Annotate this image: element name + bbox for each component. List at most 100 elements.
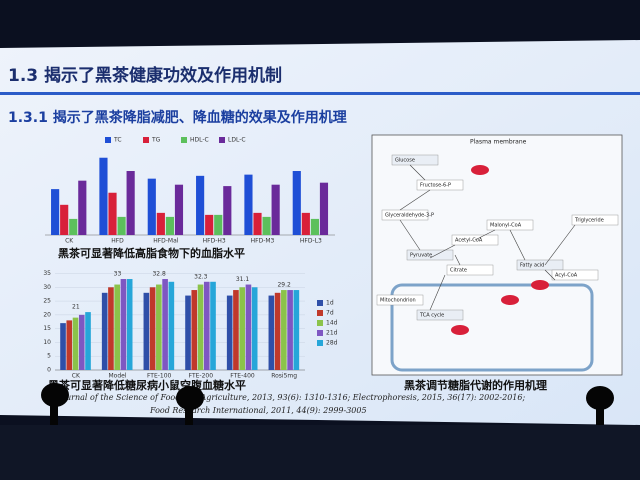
group-label: 29.2 <box>277 282 291 289</box>
legend-swatch <box>317 330 323 336</box>
bar <box>156 284 162 370</box>
bar <box>162 279 168 370</box>
legend-label: LDL-C <box>228 137 246 144</box>
diagram-node-box <box>416 309 464 321</box>
bar <box>51 189 60 235</box>
group-label: 31.1 <box>236 276 250 283</box>
y-tick-label: 25 <box>43 298 51 305</box>
legend-swatch <box>181 137 187 143</box>
reference: Journal of the Science of Food and Agric… <box>56 393 525 402</box>
y-tick-label: 0 <box>47 367 51 374</box>
diagram-arrow <box>429 274 446 311</box>
bar <box>69 218 78 235</box>
diagram-node-box <box>571 214 619 226</box>
bar <box>60 323 66 370</box>
diagram-arrow <box>409 164 426 181</box>
bar <box>203 281 210 370</box>
bar <box>301 212 310 235</box>
diagram-arrow <box>454 254 461 266</box>
x-tick-label: HFD-M3 <box>251 238 275 245</box>
diagram-node: TCA cycle <box>419 313 444 319</box>
bar <box>274 292 281 370</box>
bar <box>108 287 114 370</box>
bar <box>108 192 117 235</box>
legend-swatch <box>143 137 149 143</box>
diagram-title: Plasma membrane <box>470 139 527 146</box>
legend-swatch <box>317 310 323 316</box>
highlight <box>531 280 549 290</box>
diagram-node-box <box>416 179 464 191</box>
bar <box>120 279 127 370</box>
diagram-node-box <box>446 264 494 276</box>
legend-label: HDL-C <box>190 137 209 144</box>
bar <box>292 171 301 235</box>
legend-swatch <box>317 320 323 326</box>
bar <box>226 295 233 370</box>
caption: 黑茶可显著降低高脂食物下的血脂水平 <box>58 246 245 260</box>
reference: Food Research International, 2011, 44(9)… <box>149 406 367 415</box>
diagram-arrow <box>544 224 576 266</box>
group-label: 21 <box>72 304 80 311</box>
legend-label: 21d <box>326 330 338 337</box>
y-tick-label: 15 <box>43 325 51 332</box>
spotlights <box>41 383 614 425</box>
bar <box>168 281 175 370</box>
bar <box>293 290 300 370</box>
heading-rule <box>0 92 640 95</box>
diagram-node: Glyceraldehyde-3-P <box>385 213 434 219</box>
bar <box>117 216 126 235</box>
bar <box>271 184 280 235</box>
bar <box>165 216 174 235</box>
diagram-node: Glucose <box>395 158 415 164</box>
bar <box>197 284 204 370</box>
heading: 1.3 揭示了黑茶健康功效及作用机制 <box>8 65 282 86</box>
bar <box>205 214 214 235</box>
x-tick-label: HFD-H3 <box>203 238 226 245</box>
diagram-arrow <box>509 229 526 261</box>
diagram-node: Malonyl-CoA <box>490 223 522 229</box>
diagram-node: Acyl-CoA <box>555 273 578 279</box>
subheading: 1.3.1 揭示了黑茶降脂减肥、降血糖的效果及作用机理 <box>8 109 347 126</box>
bar <box>66 320 73 370</box>
legend-swatch <box>317 300 323 306</box>
x-tick-label: Model <box>108 373 126 380</box>
bar <box>244 174 253 235</box>
mitochondrion-outline <box>390 283 594 372</box>
diagram-arrow <box>474 229 496 241</box>
bar <box>156 212 165 235</box>
bar <box>287 290 293 370</box>
diagram-node: Acetyl-CoA <box>455 238 483 244</box>
bar <box>262 216 271 235</box>
legend-swatch <box>105 137 111 143</box>
bar <box>310 218 319 235</box>
bar <box>268 295 275 370</box>
bar <box>214 214 223 235</box>
x-tick-label: HFD-L3 <box>300 238 322 245</box>
diagram-node: Pyruvate <box>410 253 432 259</box>
bar <box>185 295 191 370</box>
diagram-arrow <box>399 219 421 251</box>
bar <box>281 290 287 370</box>
legend-swatch <box>219 137 225 143</box>
y-tick-label: 30 <box>43 284 51 291</box>
x-tick-label: FTE-200 <box>189 373 214 380</box>
bar <box>85 312 91 370</box>
diagram-node-box <box>376 294 424 306</box>
caption: 黑茶可显著降低糖尿病小鼠空腹血糖水平 <box>48 378 246 392</box>
y-tick-label: 10 <box>43 339 51 346</box>
bar <box>319 182 329 235</box>
bar <box>72 317 79 370</box>
bar <box>114 284 120 370</box>
legend-label: 1d <box>326 300 334 307</box>
bar <box>147 178 156 235</box>
diagram-node: Citrate <box>450 268 467 274</box>
legend-swatch <box>317 340 323 346</box>
diagram-arrow <box>429 244 456 259</box>
legend-label: 28d <box>326 340 338 347</box>
diagram-arrow <box>544 269 556 281</box>
group-label: 32.3 <box>194 273 208 280</box>
y-tick-label: 35 <box>43 270 51 277</box>
legend-label: TC <box>113 137 122 144</box>
highlight <box>451 325 469 335</box>
